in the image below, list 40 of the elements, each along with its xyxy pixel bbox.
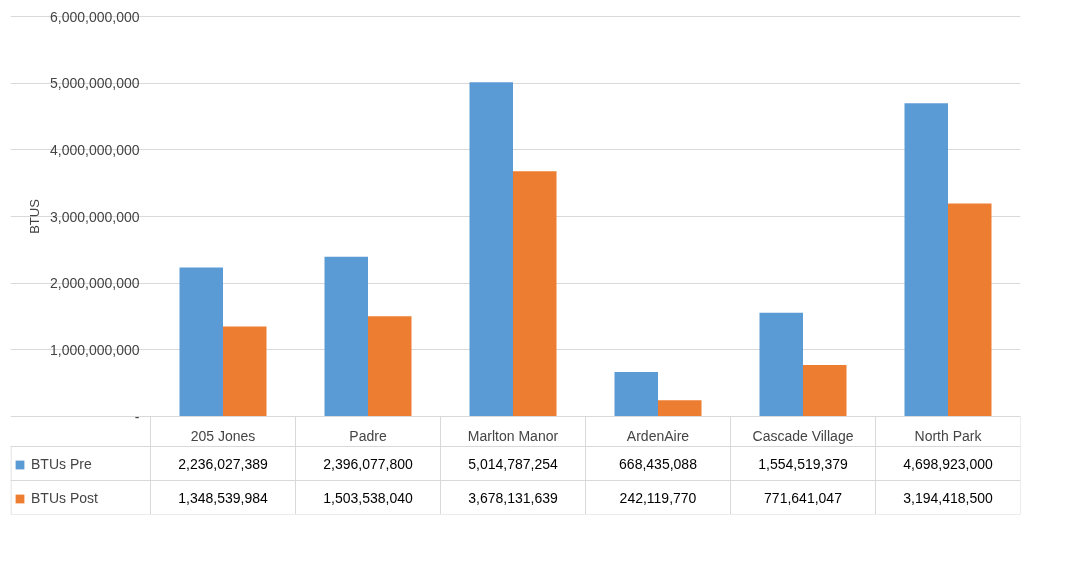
y-axis-title: BTUS (26, 198, 42, 234)
bar (759, 312, 803, 417)
data-label: 5,014,787,254 (468, 455, 558, 472)
x-tick-label: 205 Jones (190, 427, 256, 444)
bar (469, 82, 513, 417)
y-tick-label: 2,000,000,000 (49, 275, 140, 292)
x-tick-label: North Park (914, 427, 983, 444)
data-label: 3,678,131,639 (468, 489, 558, 506)
bar (324, 256, 368, 417)
data-label: 1,503,538,040 (323, 489, 413, 506)
y-tick-label: 6,000,000,000 (49, 8, 140, 25)
y-tick-label: - (134, 408, 140, 425)
x-tick-label: Marlton Manor (467, 427, 559, 444)
bar (904, 103, 948, 417)
x-tick-label: Padre (349, 427, 387, 444)
bar (803, 365, 847, 417)
data-label: 3,194,418,500 (903, 489, 993, 506)
data-label: 4,698,923,000 (903, 455, 993, 472)
y-tick-label: 5,000,000,000 (49, 75, 140, 92)
legend-label: BTUs Post (31, 489, 98, 508)
x-tick-label: Cascade Village (752, 427, 854, 444)
data-label: 771,641,047 (764, 489, 843, 506)
bar (368, 316, 412, 417)
bar (948, 203, 992, 417)
bar (179, 267, 223, 417)
data-label: 2,236,027,389 (178, 455, 268, 472)
bar (658, 400, 702, 417)
y-tick-label: 3,000,000,000 (49, 208, 140, 225)
data-label: 242,119,770 (619, 489, 697, 506)
data-label: 1,554,519,379 (758, 455, 848, 472)
y-tick-label: 1,000,000,000 (49, 341, 140, 358)
x-tick-label: ArdenAire (626, 427, 690, 444)
bar (513, 171, 557, 417)
y-tick-label: 4,000,000,000 (49, 141, 140, 158)
data-label: 668,435,088 (619, 455, 698, 472)
data-label: 2,396,077,800 (323, 455, 413, 472)
legend-label: BTUs Pre (31, 455, 92, 474)
data-label: 1,348,539,984 (178, 489, 268, 506)
bar (223, 326, 267, 417)
bar (614, 371, 658, 417)
